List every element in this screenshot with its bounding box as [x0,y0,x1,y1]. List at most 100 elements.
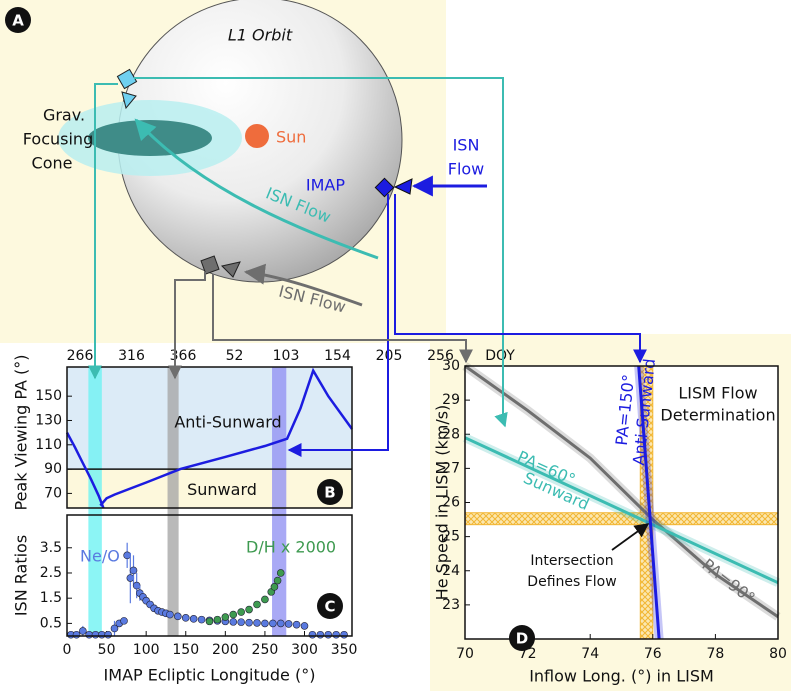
data-point [197,615,206,624]
pa-line [99,367,354,507]
data-point [110,624,119,633]
panel-label: A [12,12,24,30]
y-tick-label: 28 [442,426,460,442]
focusing-cone-core [88,120,212,156]
doy-tick-label: 366 [170,348,197,364]
sun [245,124,269,148]
y-tick-label: 150 [35,388,62,404]
flow-label: ISN [453,136,480,155]
y-tick-label: 0.5 [40,615,62,631]
panel-label: D [516,630,528,648]
annotation-background [515,550,628,594]
y-tick-label: 25 [442,529,460,545]
connectors [88,77,647,457]
pa-line [464,364,779,619]
doy-tick-label: 256 [427,348,454,364]
x-tick-label: 0 [63,642,72,658]
y-tick-label: 130 [35,412,62,428]
longitude-band [167,367,179,636]
y-tick-label: 27 [442,460,460,476]
x-tick-label: 50 [98,642,116,658]
data-point [213,615,222,624]
y-tick-label: 70 [44,485,62,501]
data-point [72,630,81,639]
data-point [253,619,261,627]
doy-tick-label: 154 [324,348,351,364]
x-tick-label: 70 [456,646,474,662]
doy-tick-label: 52 [226,348,244,364]
data-point [269,619,277,628]
y-tick-label: 24 [442,563,460,579]
pa-line [464,436,779,585]
connector [88,83,118,380]
pa-line [637,365,661,640]
pa-line [65,432,105,509]
y-tick-label: 3.5 [40,540,62,556]
x-tick-label: 150 [172,642,199,658]
panel-a: Sun L1 Orbit Grav. Focusing Cone ISN Flo… [5,0,487,317]
data-point [181,614,190,622]
y-axis-label: He Speed in LISM (km/s) [433,405,452,601]
orbit-label: L1 Orbit [228,26,293,45]
annotation: Defines Flow [527,574,616,590]
data-point [316,630,325,639]
sun-label: Sun [276,128,306,147]
cone-label: Grav. [43,106,85,125]
isn-flow-arrow [243,263,363,307]
x-tick-label: 80 [769,646,787,662]
isn-flow-arrow [134,118,379,260]
data-point [104,630,112,639]
data-point [245,605,253,614]
data-point [123,551,131,560]
data-point [205,617,214,626]
data-point [98,630,106,639]
chart-title: LISM Flow [678,384,757,403]
longitude-band [88,367,102,636]
data-point [284,620,293,628]
data-point [132,581,141,590]
y-tick-label: 110 [35,437,62,453]
data-point [276,619,285,628]
charts: Anti-Sunward Sunward 70 90 110 130 150 266 316 36… [12,348,787,686]
region-background [67,469,352,508]
annotation-arrow [611,523,650,551]
data-point [189,615,198,623]
doy-tick-label: 103 [273,348,300,364]
doy-tick-label: 266 [67,348,94,364]
data-point [79,627,87,635]
connector [394,194,647,364]
x-tick-label: 100 [133,642,160,658]
plot-frame [464,365,779,640]
y-tick-label: 23 [442,597,460,613]
data-point [237,608,245,616]
data-point [273,576,282,585]
x-tick-label: 74 [581,646,599,662]
x-tick-label: 250 [252,642,279,658]
y-tick-label: 90 [44,461,62,477]
data-point [85,630,93,639]
connector [287,194,389,457]
chart-title: Determination [660,406,775,425]
series-label: Ne/O [80,547,120,566]
panel-label-badge [317,479,343,505]
data-point [308,630,317,639]
data-point [126,574,135,582]
data-point [174,612,182,621]
data-point [229,610,238,619]
annotation: Intersection [530,553,613,569]
spacecraft-gray [200,255,241,278]
data-point [120,617,128,625]
y-tick-label: 26 [442,495,460,511]
series-label: D/H x 2000 [246,538,336,557]
panel-label-badge [317,593,343,619]
x-tick-label: 300 [291,642,318,658]
connector [168,272,206,380]
data-point [261,619,269,628]
x-tick-label: 76 [644,646,662,662]
plot-frame [66,366,353,509]
plot-frame [66,514,353,637]
data-point [237,618,245,626]
flow-label: Flow [448,160,485,179]
panel-label: B [324,484,335,502]
